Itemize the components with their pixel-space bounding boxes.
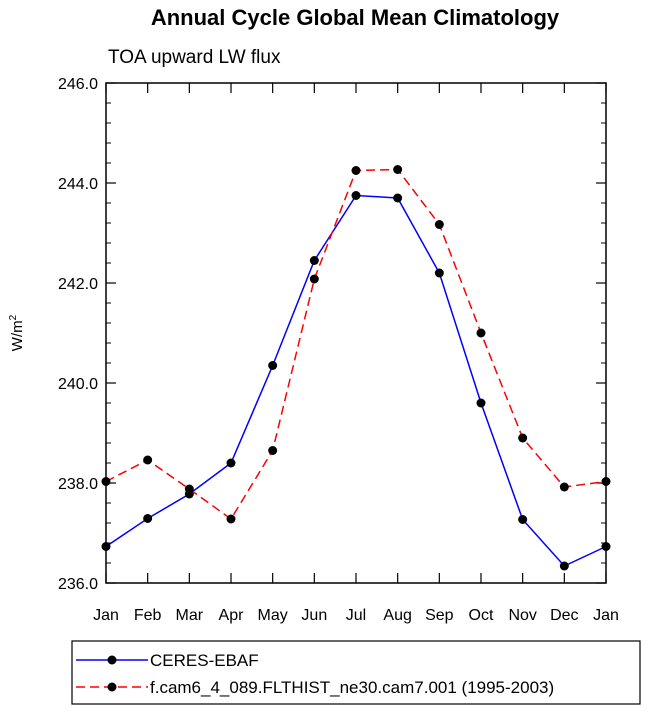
- x-tick-label: Jan: [593, 607, 619, 624]
- data-point: [518, 433, 528, 443]
- x-tick-label: Jan: [93, 607, 119, 624]
- data-point: [101, 542, 111, 551]
- data-point: [309, 256, 319, 265]
- data-point: [309, 274, 319, 284]
- data-point: [226, 458, 236, 468]
- svg-text:W/m2: W/m2: [8, 314, 26, 351]
- data-point: [351, 166, 361, 175]
- axis-ticks: [105, 82, 607, 584]
- data-point: [476, 328, 486, 338]
- x-tick-label: May: [258, 607, 288, 624]
- x-tick-label: Mar: [176, 607, 204, 624]
- chart-title: Annual Cycle Global Mean Climatology: [151, 5, 560, 30]
- x-tick-label: Apr: [219, 607, 245, 624]
- series-layer: [101, 165, 611, 571]
- data-point: [393, 165, 403, 174]
- data-point: [226, 514, 236, 524]
- legend-label: CERES-EBAF: [150, 651, 259, 670]
- data-point: [559, 561, 569, 571]
- legend-label: f.cam6_4_089.FLTHIST_ne30.cam7.001 (1995…: [150, 678, 554, 697]
- y-tick-label: 242.0: [58, 276, 98, 293]
- legend-item-2: f.cam6_4_089.FLTHIST_ne30.cam7.001 (1995…: [76, 678, 554, 697]
- y-tick-label: 236.0: [58, 576, 98, 593]
- y-tick-label: 238.0: [58, 476, 98, 493]
- data-point: [351, 191, 361, 200]
- x-tick-labels: Jan Feb Mar Apr May Jun Jul Aug Sep Oct Nov Dec Jan: [93, 607, 619, 624]
- legend-box: [71, 640, 641, 705]
- data-point: [393, 193, 403, 203]
- data-point: [101, 477, 111, 486]
- series-2: [101, 165, 611, 524]
- data-point: [601, 477, 611, 486]
- data-point: [476, 398, 486, 408]
- y-tick-label: 244.0: [58, 176, 98, 193]
- data-point: [434, 268, 444, 278]
- data-point: [601, 542, 611, 551]
- data-point: [143, 455, 153, 465]
- data-point: [268, 446, 278, 455]
- y-tick-label: 246.0: [58, 76, 98, 93]
- x-tick-label: Jun: [301, 607, 327, 624]
- legend: CERES-EBAF f.cam6_4_089.FLTHIST_ne30.cam7…: [76, 651, 554, 697]
- data-point: [268, 361, 278, 370]
- x-tick-label: Jul: [346, 607, 366, 624]
- y-axis-label: W/m2: [8, 314, 26, 351]
- legend-marker: [107, 655, 117, 665]
- series-line: [105, 194, 607, 567]
- y-tick-labels: 236.0 238.0 240.0 242.0 244.0 246.0: [58, 76, 98, 593]
- y-tick-label: 240.0: [58, 376, 98, 393]
- data-point: [434, 220, 444, 229]
- x-tick-label: Oct: [469, 607, 494, 624]
- x-tick-label: Aug: [383, 607, 411, 624]
- data-point: [518, 515, 528, 524]
- data-point: [143, 514, 153, 523]
- x-tick-label: Feb: [134, 607, 162, 624]
- chart-subtitle: TOA upward LW flux: [108, 47, 281, 68]
- plot-frame: [105, 82, 607, 584]
- series-1: [101, 191, 611, 571]
- y-axis-label-superscript: 2: [8, 314, 19, 320]
- legend-marker: [107, 682, 117, 692]
- x-tick-label: Dec: [550, 607, 578, 624]
- series-line: [105, 168, 607, 521]
- x-tick-label: Nov: [508, 607, 536, 624]
- x-tick-label: Sep: [425, 607, 454, 624]
- legend-item-1: CERES-EBAF: [76, 651, 259, 670]
- y-axis-label-text: W/m: [9, 320, 26, 351]
- data-point: [559, 482, 569, 492]
- data-point: [184, 484, 194, 494]
